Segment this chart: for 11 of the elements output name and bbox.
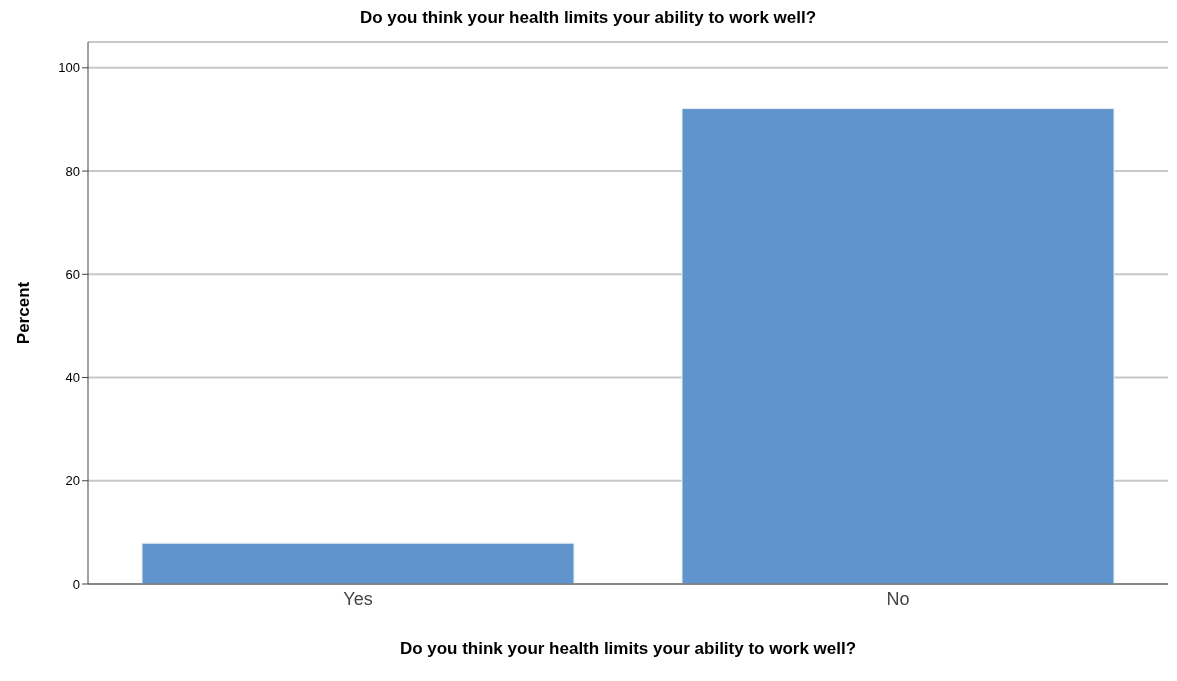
x-axis-title: Do you think your health limits your ability to work well? [399,639,857,658]
x-tick-label: No [886,588,910,609]
y-tick-label: 20 [65,473,80,489]
y-tick-label: 100 [58,60,80,76]
x-tick-label: Yes [343,588,373,609]
y-tick-label: 60 [65,266,80,282]
y-tick-label: 0 [72,576,80,592]
y-tick-label: 80 [65,163,80,179]
chart-title: Do you think your health limits your ability to work well? [358,8,818,29]
y-tick-label: 40 [65,370,80,386]
y-axis-title: Percent [14,281,34,345]
